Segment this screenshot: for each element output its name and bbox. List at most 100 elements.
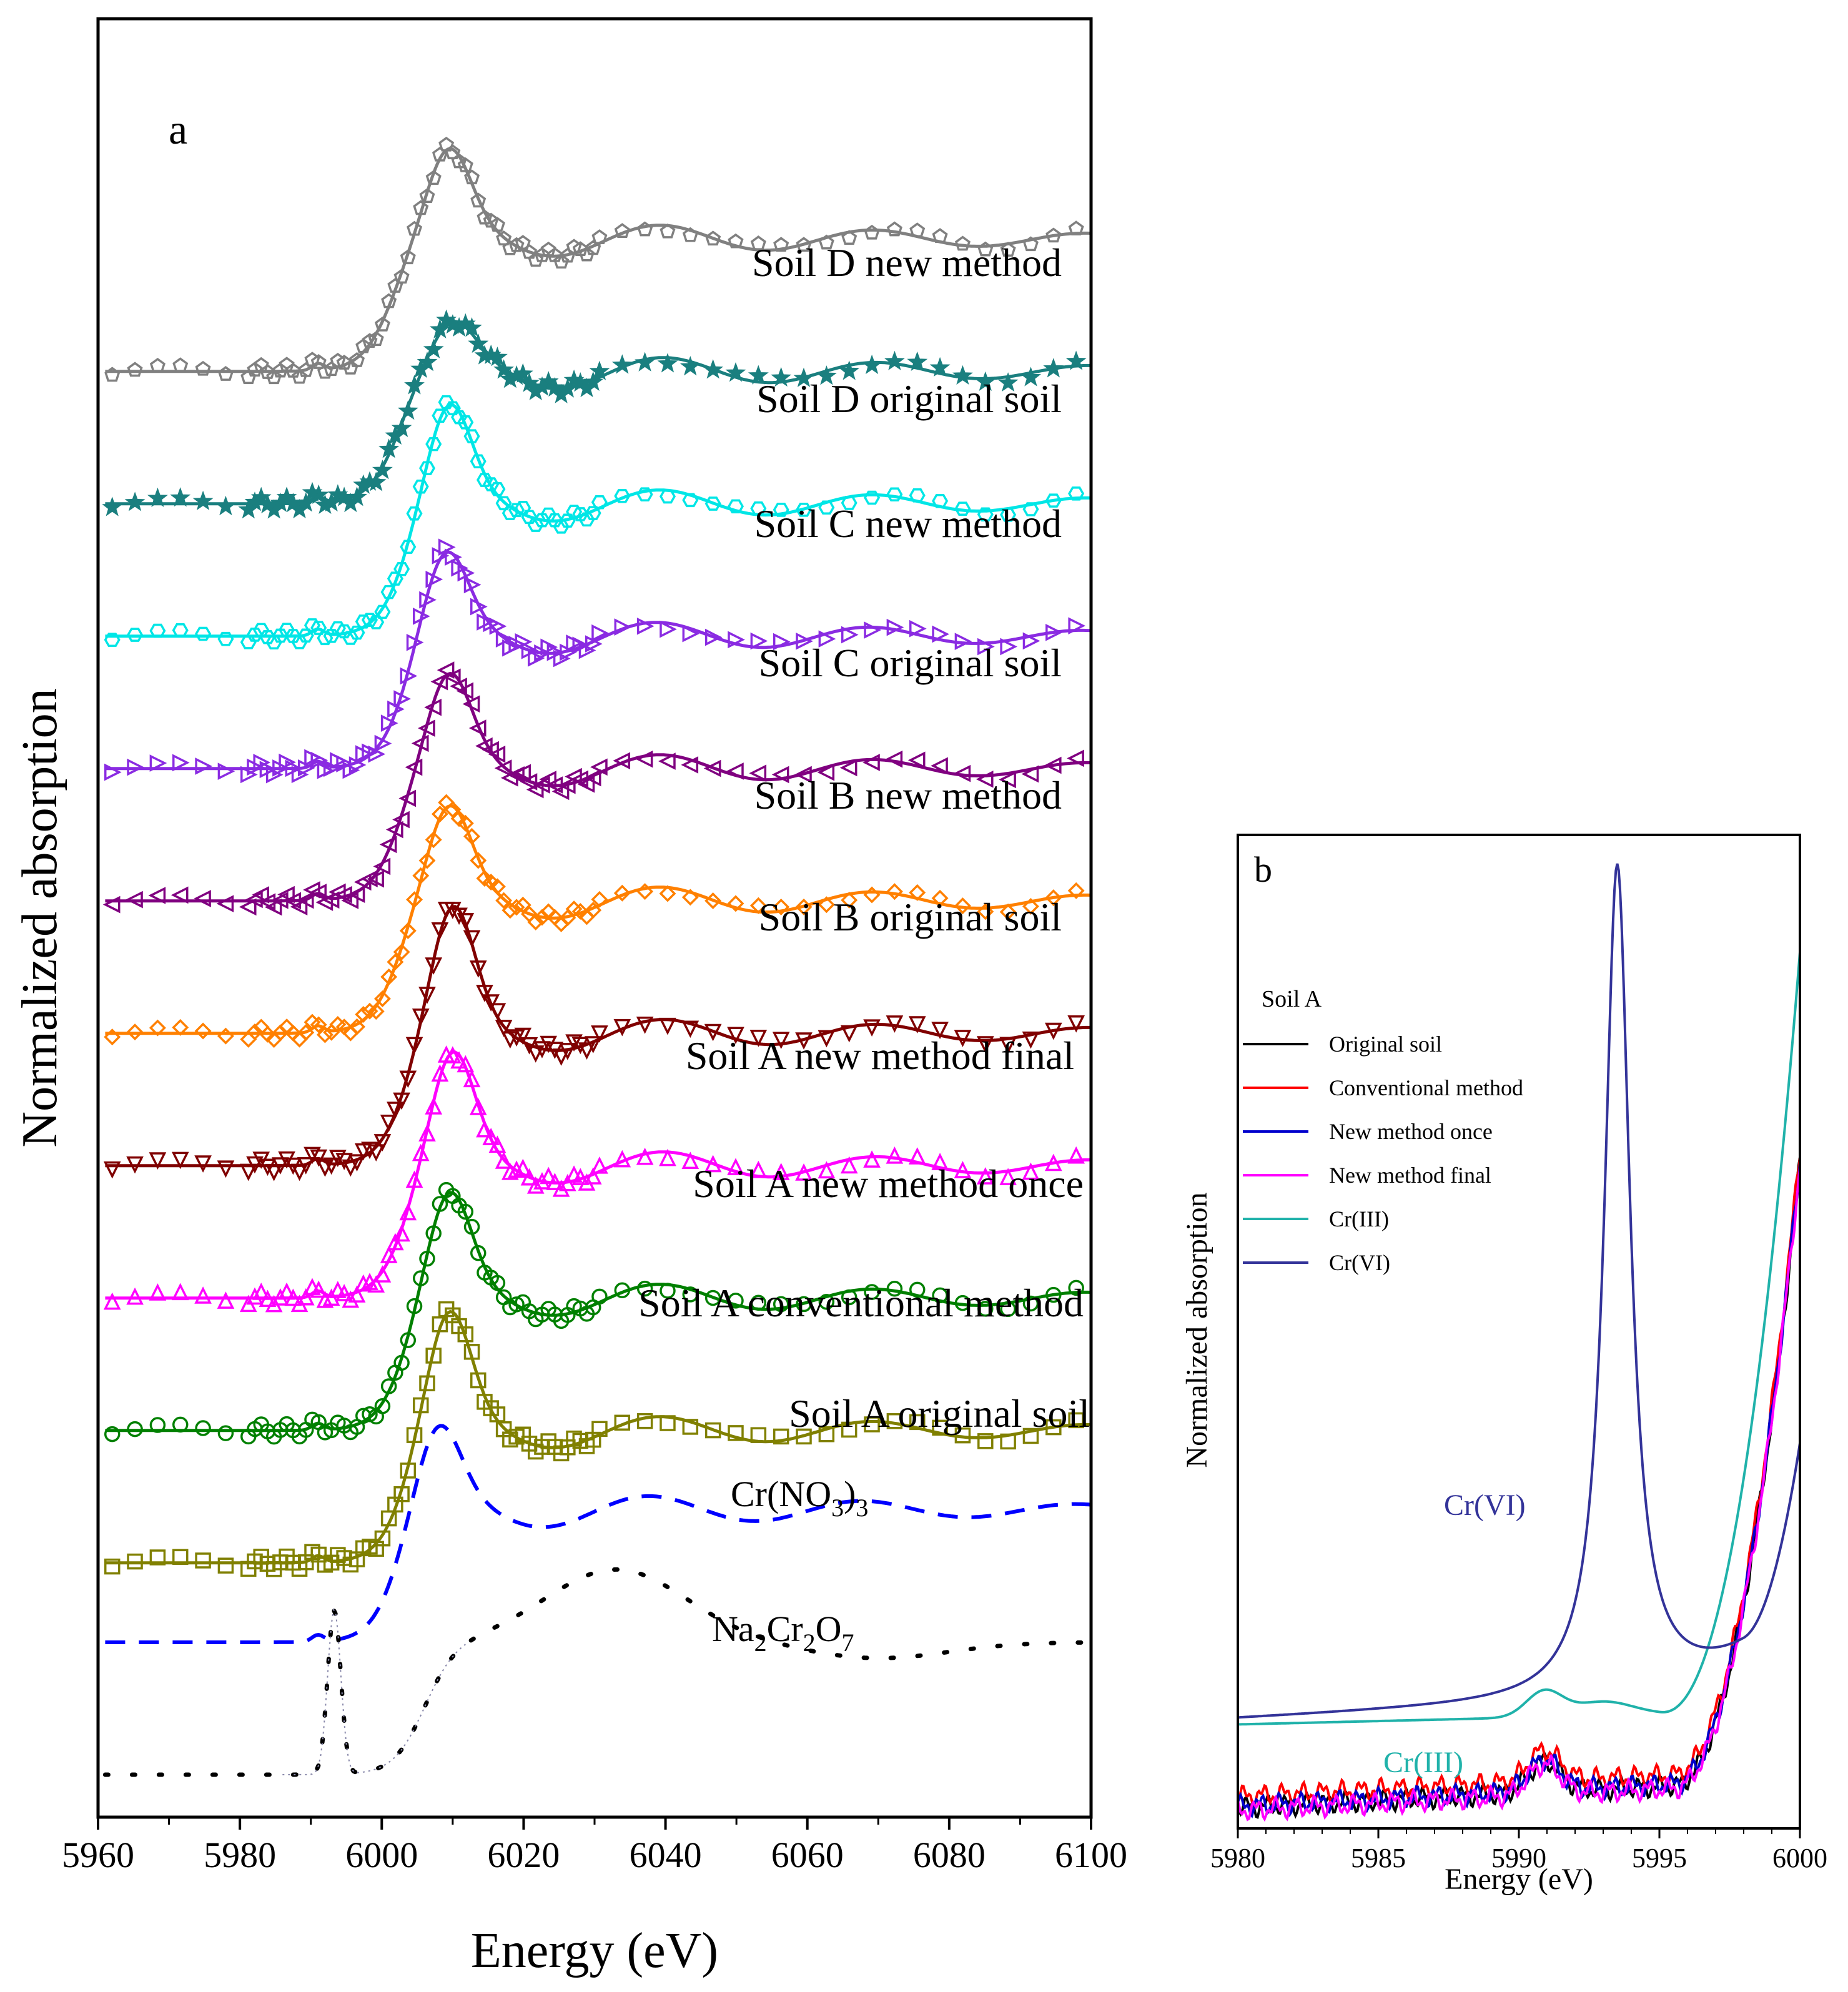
panel-b-x-tick-label-5990: 5990	[1491, 1843, 1546, 1873]
marker-soil-d-new-method	[374, 316, 390, 332]
series-cr-no3-3	[105, 1424, 1091, 1644]
marker-soil-b-original-soil	[704, 892, 722, 910]
marker-soil-a-new-method-final	[514, 1027, 532, 1045]
marker-soil-a-new-method-final	[1044, 1022, 1062, 1040]
marker-soil-b-new-method	[1021, 765, 1039, 783]
marker-soil-d-new-method	[534, 247, 550, 262]
marker-soil-a-new-method-once	[1067, 1146, 1085, 1164]
marker-soil-c-new-method	[470, 454, 487, 469]
label-soil-a-new-method-final: Soil A new method final	[686, 1033, 1074, 1078]
marker-soil-c-new-method	[291, 635, 308, 649]
series-soil-b-new-method	[102, 661, 1091, 916]
marker-soil-d-original-soil	[557, 378, 578, 398]
marker-soil-a-new-method-once	[412, 1143, 430, 1161]
marker-soil-b-original-soil	[418, 852, 436, 869]
legend-entry-new-method-final: New method final	[1329, 1163, 1491, 1188]
marker-soil-b-original-soil	[1067, 882, 1085, 899]
marker-soil-a-new-method-final	[348, 1154, 366, 1172]
panel-b-x-tick-label-5980: 5980	[1210, 1843, 1265, 1873]
marker-soil-c-new-method	[591, 495, 608, 510]
marker-soil-c-new-method	[483, 477, 500, 491]
label-soil-b-new-method: Soil B new method	[754, 773, 1062, 817]
marker-soil-b-new-method	[558, 776, 576, 794]
marker-soil-a-original-soil	[704, 1422, 721, 1439]
marker-soil-a-new-method-once	[348, 1285, 366, 1303]
marker-soil-a-new-method-once	[976, 1167, 994, 1185]
marker-soil-a-conventional-method	[104, 1426, 121, 1442]
marker-soil-a-new-method-once	[450, 1051, 468, 1069]
marker-soil-d-new-method	[407, 220, 423, 236]
marker-soil-a-original-soil	[149, 1549, 166, 1565]
marker-soil-b-new-method	[577, 776, 595, 793]
marker-soil-a-conventional-method	[1068, 1280, 1084, 1296]
marker-soil-d-original-soil	[365, 471, 387, 491]
marker-soil-c-new-method	[566, 505, 583, 519]
marker-soil-a-conventional-method	[127, 1421, 143, 1437]
x-tick-label-5980: 5980	[204, 1835, 276, 1875]
marker-soil-b-new-method	[405, 758, 423, 776]
marker-soil-b-new-method	[347, 885, 365, 904]
marker-soil-a-new-method-once	[1022, 1162, 1040, 1180]
marker-soil-c-original-soil	[750, 632, 768, 650]
marker-soil-b-new-method	[749, 764, 767, 782]
marker-soil-a-conventional-method	[374, 1398, 391, 1414]
marker-soil-a-new-method-once	[552, 1179, 570, 1197]
marker-soil-a-new-method-final	[450, 907, 468, 925]
marker-soil-c-new-method	[374, 604, 391, 619]
marker-soil-c-new-method	[127, 628, 144, 642]
series-soil-b-original-soil	[104, 794, 1091, 1048]
marker-soil-d-original-soil	[429, 318, 450, 338]
marker-soil-a-new-method-final	[367, 1144, 385, 1162]
marker-soil-a-new-method-final	[405, 1037, 423, 1055]
marker-soil-a-original-soil	[977, 1433, 994, 1449]
marker-soil-b-new-method	[102, 895, 121, 914]
marker-soil-c-new-method	[104, 633, 121, 647]
marker-soil-a-new-method-once	[431, 1064, 449, 1082]
marker-soil-c-original-soil	[909, 619, 927, 638]
marker-soil-d-original-soil	[748, 365, 769, 385]
marker-soil-d-new-method	[172, 357, 189, 373]
marker-soil-b-new-method	[430, 673, 448, 691]
panel-b-x-tick-label-5985: 5985	[1351, 1843, 1406, 1873]
marker-soil-c-new-method	[750, 501, 767, 516]
marker-soil-a-new-method-final	[908, 1016, 926, 1033]
marker-soil-a-conventional-method	[750, 1294, 767, 1311]
marker-soil-a-new-method-once	[259, 1289, 277, 1308]
marker-soil-d-new-method	[247, 362, 263, 377]
marker-soil-b-new-method	[462, 695, 480, 713]
marker-soil-a-new-method-final	[387, 1102, 404, 1119]
marker-soil-a-conventional-method	[728, 1293, 744, 1309]
panel-b-y-label: Normalized absorption	[1180, 1192, 1213, 1467]
panel-b-x-axis: 5980 5985 5990 5995 6000	[1210, 1828, 1827, 1873]
marker-soil-b-new-method	[277, 885, 295, 904]
marker-soil-a-new-method-final	[559, 1043, 576, 1060]
marker-soil-c-new-method	[1022, 502, 1039, 516]
marker-soil-d-original-soil	[124, 491, 146, 511]
marker-soil-c-new-method	[240, 635, 257, 649]
marker-soil-a-new-method-once	[380, 1246, 398, 1263]
marker-soil-d-original-soil	[679, 356, 701, 376]
marker-soil-a-conventional-method	[457, 1203, 474, 1220]
marker-soil-d-new-method	[266, 369, 282, 385]
marker-soil-a-conventional-method	[932, 1287, 948, 1304]
marker-soil-a-original-soil	[660, 1415, 676, 1431]
marker-soil-d-new-method	[553, 254, 570, 269]
marker-soil-d-original-soil	[952, 365, 973, 385]
marker-soil-d-new-method	[464, 169, 480, 185]
marker-soil-b-original-soil	[931, 889, 949, 907]
marker-soil-c-new-method	[451, 410, 468, 425]
marker-soil-b-new-method	[170, 886, 189, 904]
marker-soil-a-conventional-method	[614, 1282, 631, 1299]
marker-soil-a-new-method-once	[681, 1151, 699, 1170]
panel-b-x-label: Energy (eV)	[1445, 1863, 1593, 1896]
marker-soil-b-new-method	[418, 719, 435, 737]
marker-soil-c-original-soil	[773, 633, 791, 651]
series-soil-a-new-method-once	[103, 1045, 1091, 1313]
marker-soil-c-new-method	[476, 473, 493, 487]
marker-soil-d-new-method	[1045, 227, 1062, 243]
marker-soil-c-new-method	[310, 621, 327, 635]
marker-soil-c-new-method	[246, 628, 264, 642]
marker-soil-b-original-soil	[613, 884, 631, 902]
marker-soil-a-new-method-once	[463, 1070, 481, 1088]
